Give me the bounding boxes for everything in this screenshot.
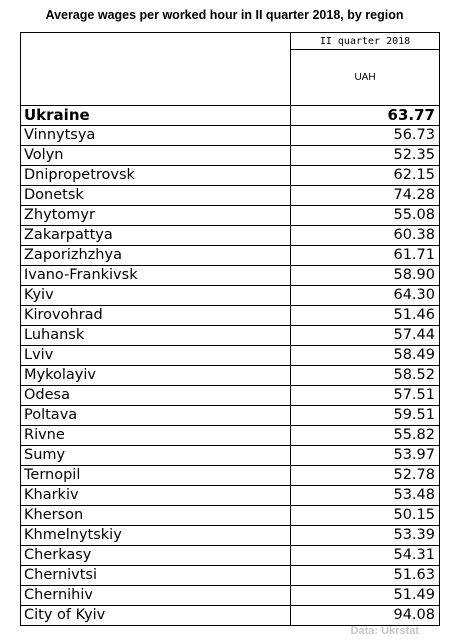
table-row: Kyiv 64.30 [20,285,440,306]
region-name: Kherson [20,505,291,526]
table-row: Lviv 58.49 [20,345,440,366]
wage-value: 55.82 [290,425,440,446]
table-row: Chernivtsi 51.63 [20,565,440,586]
header-row-period: II quarter 2018 [20,32,440,106]
region-name: Kharkiv [20,485,291,506]
wage-value: 50.15 [290,505,440,526]
region-name: Mykolayiv [20,365,291,386]
table-row: Chernihiv 51.49 [20,585,440,606]
table-row: Luhansk 57.44 [20,325,440,346]
region-name: Ternopil [20,465,291,486]
unit-header: UAH [290,49,440,106]
region-name: Poltava [20,405,291,426]
region-name: City of Kyiv [20,605,291,626]
table-row: Ivano-Frankivsk 58.90 [20,265,440,286]
source-note: Data: Ukrstat [350,625,419,637]
table-row: Vinnytsya 56.73 [20,125,440,146]
wage-value: 61.71 [290,245,440,266]
table-row: Ternopil 52.78 [20,465,440,486]
region-name: Ukraine [20,105,291,126]
wage-value: 54.31 [290,545,440,566]
wage-value: 62.15 [290,165,440,186]
wage-value: 53.48 [290,485,440,506]
wage-value: 51.63 [290,565,440,586]
region-name: Khmelnytskiy [20,525,291,546]
region-name: Volyn [20,145,291,166]
wage-value: 63.77 [290,105,440,126]
region-name: Kyiv [20,285,291,306]
wage-value: 57.44 [290,325,440,346]
header-row-unit: UAH [21,49,440,106]
region-name: Ivano-Frankivsk [20,265,291,286]
table-row: Zakarpattya 60.38 [20,225,440,246]
wage-value: 55.08 [290,205,440,226]
table-row: Kharkiv 53.48 [20,485,440,506]
region-name: Chernivtsi [20,565,291,586]
table-row: Volyn 52.35 [20,145,440,166]
wage-value: 53.39 [290,525,440,546]
wage-value: 53.97 [290,445,440,466]
wage-value: 52.35 [290,145,440,166]
wage-value: 74.28 [290,185,440,206]
table-row: City of Kyiv 94.08 [20,605,440,626]
table-body: Ukraine 63.77 Vinnytsya 56.73 Volyn 52.35 Dnip… [20,105,440,626]
region-name: Zaporizhzhya [20,245,291,266]
region-name: Luhansk [20,325,291,346]
region-name: Kirovohrad [20,305,291,326]
wages-table-container: II quarter 2018 UAH Ukraine 63.77 Vinnytsy… [20,32,440,626]
wage-value: 60.38 [290,225,440,246]
table-row: Cherkasy 54.31 [20,545,440,566]
table-row: Dnipropetrovsk 62.15 [20,165,440,186]
table-row: Zaporizhzhya 61.71 [20,245,440,266]
wage-value: 51.49 [290,585,440,606]
region-name: Vinnytsya [20,125,291,146]
region-name: Lviv [20,345,291,366]
table-row: Kherson 50.15 [20,505,440,526]
table-row: Kirovohrad 51.46 [20,305,440,326]
wage-value: 64.30 [290,285,440,306]
table-row: Mykolayiv 58.52 [20,365,440,386]
region-header-cell [20,32,291,106]
wage-value: 56.73 [290,125,440,146]
wage-value: 51.46 [290,305,440,326]
wage-value: 59.51 [290,405,440,426]
wage-value: 57.51 [290,385,440,406]
region-name: Rivne [20,425,291,446]
table-row: Donetsk 74.28 [20,185,440,206]
region-name: Zakarpattya [20,225,291,246]
table-row: Odesa 57.51 [20,385,440,406]
wage-value: 58.49 [290,345,440,366]
region-name: Chernihiv [20,585,291,606]
wage-value: 58.52 [290,365,440,386]
region-name: Dnipropetrovsk [20,165,291,186]
table-row: Sumy 53.97 [20,445,440,466]
table-row: Rivne 55.82 [20,425,440,446]
region-name: Sumy [20,445,291,466]
region-name: Cherkasy [20,545,291,566]
table-row: Poltava 59.51 [20,405,440,426]
table-row: Khmelnytskiy 53.39 [20,525,440,546]
region-name: Odesa [20,385,291,406]
wage-value: 58.90 [290,265,440,286]
region-name: Donetsk [20,185,291,206]
region-name: Zhytomyr [20,205,291,226]
period-header: II quarter 2018 [290,32,440,50]
total-row: Ukraine 63.77 [20,105,440,126]
wage-value: 94.08 [290,605,440,626]
table-row: Zhytomyr 55.08 [20,205,440,226]
wage-value: 52.78 [290,465,440,486]
table-title: Average wages per worked hour in II quar… [45,8,404,22]
wages-table: II quarter 2018 UAH Ukraine 63.77 Vinnytsy… [20,32,440,626]
